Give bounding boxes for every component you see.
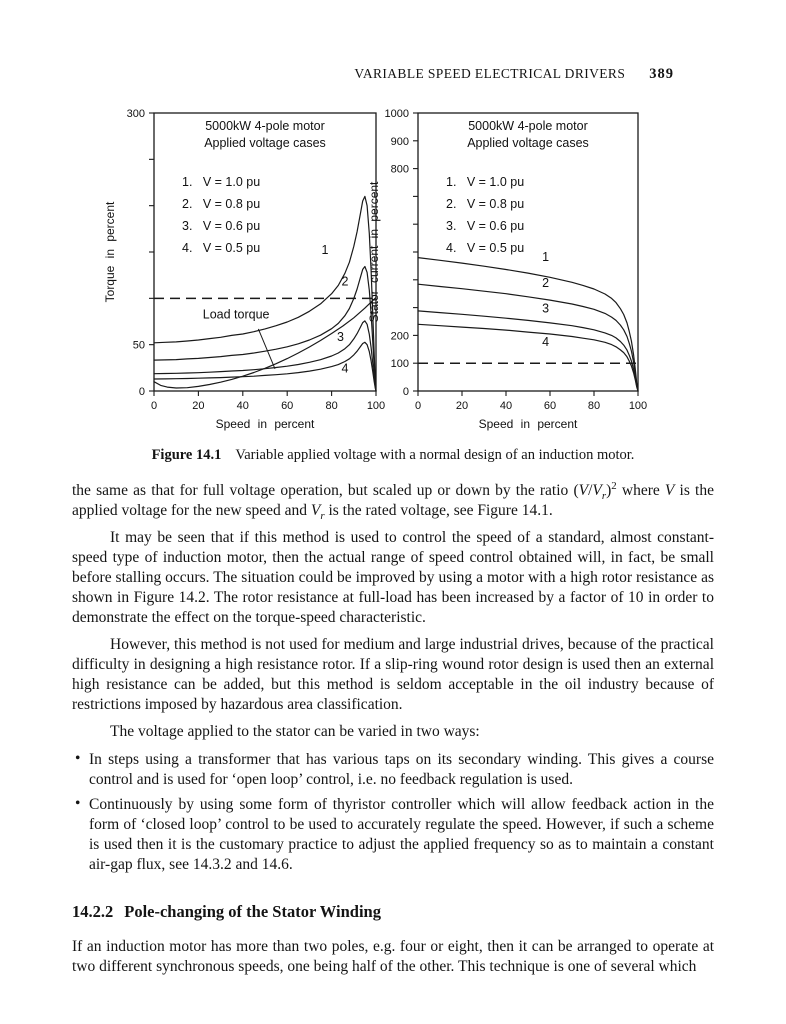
- svg-text:60: 60: [544, 400, 556, 412]
- svg-text:4: 4: [542, 335, 549, 349]
- svg-text:3. V = 0.6 pu: 3. V = 0.6 pu: [446, 219, 524, 233]
- svg-text:1. V = 1.0 pu: 1. V = 1.0 pu: [182, 175, 260, 189]
- svg-text:3: 3: [337, 330, 344, 344]
- section-title: Pole-changing of the Stator Winding: [124, 902, 381, 921]
- paragraph-two-ways: The voltage applied to the stator can be…: [110, 723, 480, 740]
- bullet-marker: •: [75, 795, 81, 812]
- svg-text:100: 100: [367, 400, 385, 412]
- svg-text:800: 800: [391, 164, 409, 176]
- figure-caption-text: Variable applied voltage with a normal d…: [235, 447, 635, 463]
- svg-text:20: 20: [192, 400, 204, 412]
- svg-text:Applied voltage cases: Applied voltage cases: [204, 136, 326, 150]
- paragraph-pole-changing: If an induction motor has more than two …: [72, 938, 714, 975]
- torque-speed-chart: 300 50 00 20 40 60 80 100 Speed in percent Torque…: [103, 108, 385, 431]
- header-title: VARIABLE SPEED ELECTRICAL DRIVERS: [354, 66, 626, 81]
- svg-text:Load torque: Load torque: [203, 308, 270, 322]
- svg-text:40: 40: [500, 400, 512, 412]
- svg-text:2. V = 0.8 pu: 2. V = 0.8 pu: [446, 197, 524, 211]
- section-number: 14.2.2: [72, 902, 114, 921]
- svg-text:4: 4: [341, 361, 348, 375]
- page-number: 389: [649, 66, 674, 82]
- paragraph-speed-control: It may be seen that if this method is us…: [72, 529, 714, 626]
- svg-text:4. V = 0.5 pu: 4. V = 0.5 pu: [446, 241, 524, 255]
- body-text: the same as that for full voltage operat…: [72, 479, 714, 977]
- svg-text:1: 1: [321, 243, 328, 257]
- figure-caption-label: Figure 14.1: [151, 447, 222, 463]
- paragraph-industrial-drives: However, this method is not used for med…: [72, 636, 714, 713]
- svg-text:1000: 1000: [385, 108, 409, 120]
- svg-text:Speed in percent: Speed in percent: [479, 417, 578, 431]
- svg-text:300: 300: [127, 108, 145, 120]
- svg-text:100: 100: [629, 400, 647, 412]
- svg-text:3: 3: [542, 302, 549, 316]
- paragraph-ratio: the same as that for full voltage operat…: [72, 479, 714, 523]
- figure-caption: Figure 14.1 Variable applied voltage with…: [72, 447, 714, 464]
- svg-text:20: 20: [456, 400, 468, 412]
- svg-text:0: 0: [415, 400, 421, 412]
- svg-text:Speed in percent: Speed in percent: [216, 417, 315, 431]
- svg-text:900: 900: [391, 136, 409, 148]
- svg-text:4. V = 0.5 pu: 4. V = 0.5 pu: [182, 241, 260, 255]
- svg-text:5000kW 4-pole motor: 5000kW 4-pole motor: [468, 119, 588, 133]
- bullet-list: • In steps using a transformer that has v…: [72, 750, 714, 875]
- svg-text:3. V = 0.6 pu: 3. V = 0.6 pu: [182, 219, 260, 233]
- svg-text:Stator current in percent: Stator current in percent: [367, 181, 381, 322]
- bullet-text: In steps using a transformer that has va…: [89, 751, 714, 788]
- svg-text:Torque in percent: Torque in percent: [103, 201, 117, 302]
- svg-text:100: 100: [391, 358, 409, 370]
- svg-text:80: 80: [588, 400, 600, 412]
- section-heading: 14.2.2 Pole-changing of the Stator Windin…: [72, 902, 714, 922]
- svg-text:0: 0: [403, 386, 409, 398]
- svg-text:60: 60: [281, 400, 293, 412]
- running-header: VARIABLE SPEED ELECTRICAL DRIVERS 389: [72, 66, 674, 83]
- svg-text:1. V = 1.0 pu: 1. V = 1.0 pu: [446, 175, 524, 189]
- bullet-text: Continuously by using some form of thyri…: [89, 796, 714, 873]
- svg-text:2: 2: [341, 274, 348, 288]
- bullet-item-thyristor: • Continuously by using some form of thyr…: [72, 795, 714, 875]
- svg-text:50: 50: [133, 340, 145, 352]
- svg-text:2. V = 0.8 pu: 2. V = 0.8 pu: [182, 197, 260, 211]
- svg-text:0: 0: [151, 400, 157, 412]
- svg-text:2: 2: [542, 276, 549, 290]
- svg-text:0: 0: [139, 386, 145, 398]
- svg-text:40: 40: [237, 400, 249, 412]
- svg-text:5000kW 4-pole motor: 5000kW 4-pole motor: [205, 119, 325, 133]
- svg-text:200: 200: [391, 330, 409, 342]
- svg-text:80: 80: [325, 400, 337, 412]
- svg-text:1: 1: [542, 250, 549, 264]
- svg-text:Applied voltage cases: Applied voltage cases: [467, 136, 589, 150]
- bullet-marker: •: [75, 750, 81, 767]
- bullet-item-transformer: • In steps using a transformer that has v…: [72, 750, 714, 790]
